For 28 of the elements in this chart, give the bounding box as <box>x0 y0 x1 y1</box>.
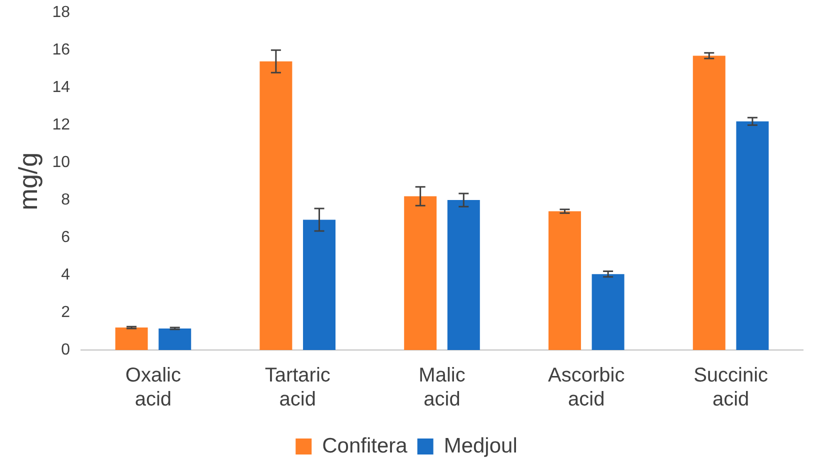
x-tick-label: Oxalic acid <box>125 364 181 411</box>
bar <box>303 220 336 350</box>
y-tick-label: 12 <box>52 116 70 134</box>
bar <box>592 274 624 350</box>
y-tick-label: 14 <box>52 78 70 96</box>
y-axis-title: mg/g <box>12 152 43 210</box>
y-tick-label: 16 <box>52 41 70 58</box>
y-tick-label: 0 <box>61 341 70 358</box>
x-tick-label: Ascorbic acid <box>548 364 625 411</box>
legend-label: Confitera <box>322 434 408 458</box>
bar <box>158 328 192 350</box>
bar <box>404 196 437 350</box>
bar <box>692 56 726 350</box>
x-tick-label: Tartaric acid <box>264 364 330 411</box>
bar <box>548 211 581 350</box>
y-tick-label: 18 <box>52 4 70 22</box>
y-tick-label: 2 <box>61 304 70 321</box>
y-tick-label: 4 <box>61 266 70 284</box>
y-tick-label: 6 <box>61 228 70 246</box>
bar <box>260 61 292 350</box>
bar <box>115 328 148 350</box>
x-tick-label: Succinic acid <box>694 364 768 411</box>
y-tick-label: 8 <box>61 191 70 208</box>
legend-label: Medjoul <box>444 434 518 458</box>
y-tick-label: 10 <box>52 154 70 171</box>
x-tick-label: Malic acid <box>418 364 466 411</box>
bar <box>736 121 769 350</box>
bar <box>447 200 480 350</box>
